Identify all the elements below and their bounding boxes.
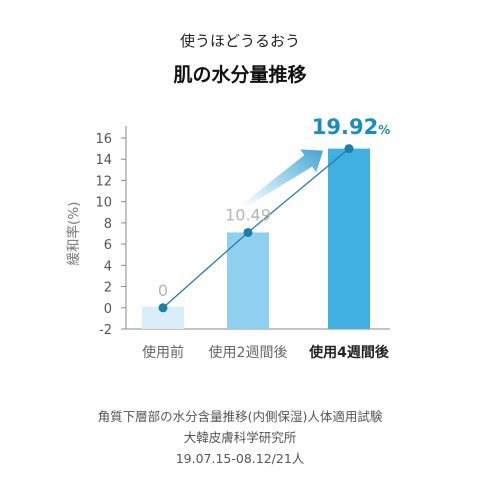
x-category-label: 使用2週間後 [209, 344, 288, 361]
chart-subtitle: 使うほどうるおう [179, 32, 300, 50]
data-label: 0 [158, 281, 168, 300]
x-category-label: 使用4週間後 [308, 344, 390, 361]
y-axis-label: 緩和率(%) [65, 202, 82, 266]
data-label-highlight: 19.92% [312, 115, 390, 139]
series-point [158, 303, 168, 313]
y-tick-label: 12 [95, 174, 112, 189]
chart-title: 肌の水分量推移 [173, 64, 307, 86]
series-point [243, 227, 253, 237]
bar [328, 148, 370, 329]
footnote-study: 角質下層部の水分含量推移(内側保湿)人体適用試験 [97, 409, 383, 424]
data-label-unit: % [378, 123, 390, 137]
y-tick-label: 16 [95, 132, 112, 147]
y-tick-label: 0 [104, 302, 112, 317]
bar [142, 306, 184, 329]
y-tick-label: 10 [95, 196, 112, 211]
y-tick-label: 8 [104, 217, 112, 232]
series-point [344, 144, 354, 154]
y-tick-label: 6 [104, 238, 112, 253]
bar [227, 232, 269, 329]
data-label: 10.49 [225, 205, 271, 224]
y-tick-label: 2 [104, 281, 112, 296]
y-tick-label: -2 [99, 323, 112, 338]
trend-arrow [241, 149, 323, 209]
x-category-label: 使用前 [142, 344, 184, 361]
y-tick-label: 4 [104, 259, 112, 274]
footnote-institute: 大韓皮膚科学研究所 [183, 430, 297, 445]
y-tick-label: 14 [95, 153, 112, 168]
footnote-period: 19.07.15-08.12/21人 [175, 451, 305, 466]
